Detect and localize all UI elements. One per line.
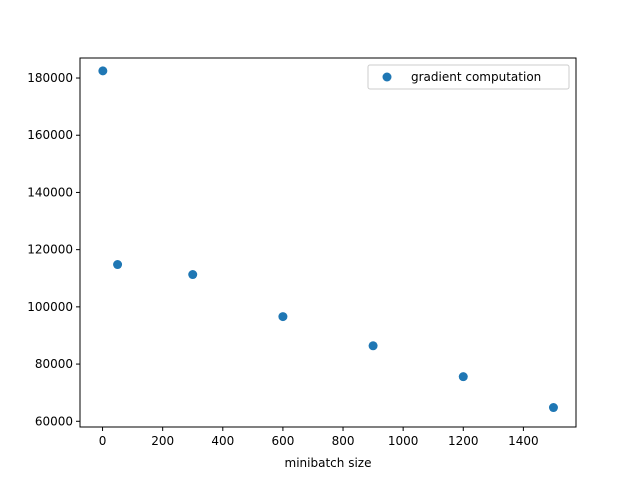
data-point — [548, 403, 558, 413]
y-tick-label: 120000 — [27, 243, 73, 257]
legend: gradient computation — [367, 64, 570, 90]
y-tick-label: 60000 — [35, 414, 73, 428]
y-tick-label: 180000 — [27, 71, 73, 85]
x-tick-label: 200 — [151, 434, 174, 448]
x-tick-label: 600 — [271, 434, 294, 448]
data-point — [458, 372, 468, 382]
y-tick-label: 140000 — [27, 185, 73, 199]
x-tick-label: 1400 — [508, 434, 539, 448]
data-point — [188, 270, 198, 280]
legend-label: gradient computation — [411, 70, 541, 84]
legend-box — [367, 64, 570, 90]
y-tick-label: 160000 — [27, 128, 73, 142]
x-tick-label: 400 — [211, 434, 234, 448]
y-tick-label: 100000 — [27, 300, 73, 314]
y-axis: 60000 80000 100000 120000 140000 160000 180000 — [27, 71, 80, 428]
data-point — [98, 66, 108, 76]
plot-area — [79, 57, 577, 428]
x-tick-label: 1000 — [388, 434, 419, 448]
x-tick-label: 1200 — [448, 434, 479, 448]
data-point — [113, 260, 123, 270]
x-tick-label: 800 — [332, 434, 355, 448]
data-point — [278, 312, 288, 322]
axes-frame — [79, 57, 577, 428]
x-tick-label: 0 — [99, 434, 107, 448]
data-points — [98, 66, 558, 413]
y-tick-label: 80000 — [35, 357, 73, 371]
x-axis-label: minibatch size — [285, 456, 372, 470]
legend-marker — [382, 72, 392, 82]
x-axis: 0 200 400 600 800 1000 1200 1400 — [99, 427, 539, 448]
data-point — [368, 341, 378, 351]
